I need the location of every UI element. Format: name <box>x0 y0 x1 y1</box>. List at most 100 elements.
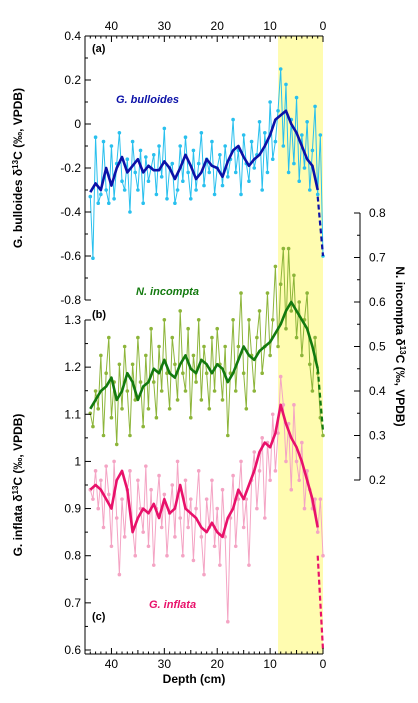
panel-0-raw-point <box>241 133 246 137</box>
panel-2-raw-point <box>270 412 275 417</box>
panel-0-raw-point <box>117 131 122 135</box>
panel-1-raw-point <box>236 344 241 349</box>
panel-1-y-tick-label: 0.2 <box>369 473 386 487</box>
panel-0-y-tick-label: -0.8 <box>60 293 81 307</box>
panel-1-raw-point <box>133 398 138 402</box>
panel-2-raw-point <box>151 563 156 567</box>
panel-1-raw-point <box>281 246 286 251</box>
panel-0-raw-point <box>310 148 315 153</box>
panel-0-raw-point <box>226 175 230 179</box>
panel-1-raw-point <box>101 433 106 438</box>
panel-0-raw-point <box>297 179 302 183</box>
panel-0-raw-point <box>175 188 180 192</box>
panel-1-raw-point <box>188 415 193 420</box>
panel-0-raw-point <box>223 144 227 148</box>
panel-0-raw-point <box>194 188 198 192</box>
panel-2-raw-point <box>107 492 111 497</box>
panel-1-raw-point <box>313 335 317 340</box>
panel-0-y-tick-label: 0.2 <box>64 73 81 87</box>
panel-2-raw-point <box>112 459 116 464</box>
panel-0-raw-point <box>122 188 127 192</box>
panel-2-raw-point <box>239 459 243 464</box>
panel-0-raw-point <box>88 194 93 199</box>
panel-2-raw-point <box>321 553 325 558</box>
panel-0-raw-point <box>239 192 243 197</box>
panel-0-raw-point <box>183 135 188 139</box>
panel-1-raw-point <box>210 335 214 340</box>
panel-1-raw-point <box>294 335 299 340</box>
panel-1-raw-point <box>241 371 246 376</box>
panel-1-raw-point <box>151 380 156 384</box>
panel-2-y-tick-label: 0.8 <box>64 549 81 563</box>
panel-1-raw-point <box>117 362 122 367</box>
panel-2-raw-point <box>260 436 264 440</box>
panel-2-raw-point <box>278 374 283 379</box>
panel-2-raw-point <box>120 497 124 501</box>
panel-0-y-tick-label: -0.6 <box>60 249 81 263</box>
panel-1-raw-point <box>247 318 251 322</box>
panel-2-raw-point <box>233 544 238 549</box>
panel-0-raw-point <box>199 131 204 135</box>
panel-0-raw-point <box>136 188 140 192</box>
panel-2-raw-point <box>281 403 286 407</box>
panel-0-raw-point <box>99 192 103 197</box>
panel-0-raw-point <box>263 131 267 135</box>
y-title-superscript: 13 <box>11 485 20 494</box>
panel-2-y-tick-label: 1 <box>74 454 81 468</box>
panel-0-raw-point <box>186 170 190 175</box>
panel-2-raw-point <box>101 525 106 530</box>
panel-0-raw-point <box>286 170 291 175</box>
top-x-tick-label: 0 <box>320 19 327 33</box>
panel-0-raw-point <box>165 197 169 201</box>
panel-0-raw-point <box>138 148 143 153</box>
panel-2-raw-point <box>313 497 317 501</box>
panel-0-series-name: G. bulloides <box>116 94 179 106</box>
panel-2-series-name: G. inflata <box>149 599 196 611</box>
panel-0-raw-point <box>268 100 272 104</box>
panel-1-raw-point <box>244 407 249 411</box>
panel-0-raw-point <box>125 157 130 161</box>
panel-2-raw-point <box>91 497 95 501</box>
top-x-tick-label: 30 <box>158 19 172 33</box>
panel-0-raw-point <box>96 201 101 205</box>
panel-1-raw-point <box>99 353 103 358</box>
panel-2-smoothed-line <box>89 403 319 539</box>
panel-1-y-tick-label: 0.6 <box>369 295 386 309</box>
panel-1-raw-point <box>204 371 209 376</box>
panel-0-raw-point <box>276 109 280 113</box>
panel-2-y-axis-title: G. inflata δ13C (‰, VPDB) <box>11 414 26 557</box>
top-x-tick-label: 10 <box>263 19 277 33</box>
panel-2-raw-point <box>202 572 206 577</box>
panel-2-raw-point <box>289 487 294 492</box>
panel-1-raw-point <box>96 407 101 411</box>
panel-1-raw-point <box>136 335 140 340</box>
y-title-tail: C (‰, VPDB) <box>393 355 407 427</box>
panel-1-raw-point <box>130 362 135 367</box>
panel-0-letter-label: (a) <box>92 43 106 55</box>
y-title-tail: C (‰, VPDB) <box>11 414 25 486</box>
panel-0-raw-point <box>247 179 251 183</box>
panel-0-raw-point <box>315 192 320 197</box>
panel-2-raw-point <box>146 544 151 549</box>
bottom-x-tick-label: 0 <box>320 657 327 671</box>
panel-1-raw-point <box>260 371 264 376</box>
panel-2-raw-point <box>170 483 175 487</box>
panel-2-raw-point <box>268 478 272 483</box>
panel-2-raw-point <box>226 619 230 624</box>
panel-2-raw-point <box>223 535 227 539</box>
panel-2-y-tick-label: 1.2 <box>64 360 81 374</box>
panel-1-raw-point <box>286 246 291 251</box>
bottom-x-tick-label: 40 <box>105 657 119 671</box>
panel-2-y-tick-label: 0.7 <box>64 596 81 610</box>
panel-2-raw-point <box>93 469 98 473</box>
bottom-x-tick-label: 20 <box>211 657 225 671</box>
panel-2-raw-point <box>128 469 132 473</box>
panel-1-raw-point <box>321 433 325 438</box>
top-x-tick-label: 40 <box>105 19 119 33</box>
panel-2-raw-point <box>99 478 103 483</box>
panel-0-raw-point <box>188 197 193 201</box>
panel-1-y-tick-label: 0.4 <box>369 384 386 398</box>
panel-1-raw-point <box>239 291 243 295</box>
panel-0-raw-point <box>120 179 124 183</box>
panel-0-raw-point <box>307 188 312 192</box>
